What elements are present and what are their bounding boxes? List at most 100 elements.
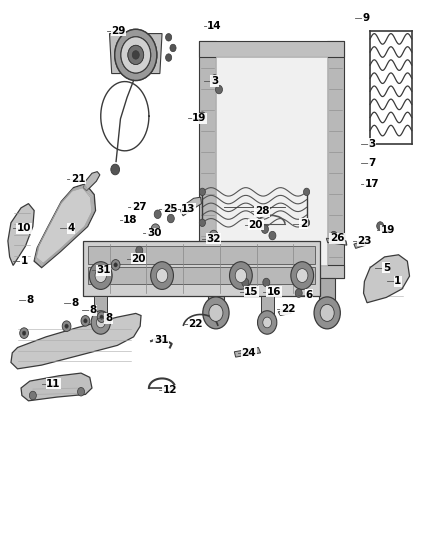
Polygon shape bbox=[110, 34, 162, 74]
Polygon shape bbox=[83, 241, 320, 296]
Circle shape bbox=[78, 387, 85, 396]
Polygon shape bbox=[21, 373, 92, 401]
Circle shape bbox=[258, 311, 277, 334]
Polygon shape bbox=[319, 278, 335, 308]
Circle shape bbox=[115, 29, 157, 80]
Circle shape bbox=[167, 204, 174, 212]
Circle shape bbox=[330, 231, 337, 240]
Circle shape bbox=[199, 112, 206, 120]
Circle shape bbox=[291, 262, 314, 289]
Text: 24: 24 bbox=[241, 348, 256, 358]
Text: 7: 7 bbox=[369, 158, 376, 167]
Text: 19: 19 bbox=[192, 114, 206, 123]
Circle shape bbox=[242, 278, 249, 287]
Circle shape bbox=[230, 262, 252, 289]
Circle shape bbox=[136, 246, 143, 255]
Circle shape bbox=[167, 214, 174, 223]
Text: 1: 1 bbox=[21, 256, 28, 266]
Polygon shape bbox=[180, 197, 201, 216]
Polygon shape bbox=[326, 238, 347, 245]
Circle shape bbox=[261, 225, 268, 233]
Polygon shape bbox=[199, 41, 216, 278]
Circle shape bbox=[22, 331, 26, 335]
Circle shape bbox=[100, 315, 103, 319]
Polygon shape bbox=[88, 246, 315, 264]
Circle shape bbox=[20, 328, 28, 338]
Circle shape bbox=[151, 262, 173, 289]
Text: 29: 29 bbox=[111, 26, 125, 36]
Circle shape bbox=[114, 263, 117, 267]
Text: 20: 20 bbox=[248, 220, 263, 230]
Text: 22: 22 bbox=[188, 319, 203, 329]
Circle shape bbox=[314, 297, 340, 329]
Circle shape bbox=[154, 210, 161, 219]
Text: 2: 2 bbox=[300, 219, 307, 229]
Text: 9: 9 bbox=[362, 13, 369, 22]
Circle shape bbox=[209, 230, 218, 241]
Circle shape bbox=[29, 391, 36, 400]
Circle shape bbox=[132, 51, 139, 59]
Circle shape bbox=[156, 269, 168, 282]
Circle shape bbox=[235, 269, 247, 282]
Text: 8: 8 bbox=[89, 305, 96, 315]
Circle shape bbox=[215, 85, 223, 94]
Text: 16: 16 bbox=[267, 287, 282, 296]
Text: 6: 6 bbox=[305, 290, 312, 300]
Circle shape bbox=[304, 188, 310, 196]
Text: 10: 10 bbox=[17, 223, 32, 233]
Polygon shape bbox=[199, 41, 344, 57]
Circle shape bbox=[111, 164, 120, 175]
Text: 15: 15 bbox=[244, 287, 259, 296]
Text: 12: 12 bbox=[162, 385, 177, 395]
Circle shape bbox=[128, 45, 144, 64]
Circle shape bbox=[377, 222, 384, 230]
Circle shape bbox=[263, 278, 270, 287]
Text: 27: 27 bbox=[132, 202, 147, 212]
Circle shape bbox=[65, 324, 68, 328]
Text: 26: 26 bbox=[330, 233, 345, 243]
Circle shape bbox=[199, 219, 205, 227]
Circle shape bbox=[81, 316, 90, 326]
Polygon shape bbox=[234, 348, 261, 357]
Text: 31: 31 bbox=[96, 265, 111, 275]
Circle shape bbox=[121, 37, 151, 73]
Text: 25: 25 bbox=[162, 204, 177, 214]
Circle shape bbox=[96, 317, 105, 328]
Circle shape bbox=[320, 304, 334, 321]
Text: 3: 3 bbox=[369, 139, 376, 149]
Text: 8: 8 bbox=[105, 313, 112, 323]
Text: 17: 17 bbox=[365, 179, 380, 189]
Circle shape bbox=[203, 297, 229, 329]
Circle shape bbox=[209, 304, 223, 321]
Circle shape bbox=[166, 54, 172, 61]
Text: 28: 28 bbox=[254, 206, 269, 216]
Circle shape bbox=[115, 29, 157, 80]
Polygon shape bbox=[8, 204, 34, 265]
Circle shape bbox=[199, 188, 205, 196]
Polygon shape bbox=[327, 41, 344, 278]
Polygon shape bbox=[88, 266, 315, 284]
Circle shape bbox=[297, 269, 308, 282]
Circle shape bbox=[170, 44, 176, 52]
Text: 21: 21 bbox=[71, 174, 85, 183]
Text: 8: 8 bbox=[26, 295, 33, 304]
Polygon shape bbox=[11, 313, 141, 369]
Text: 14: 14 bbox=[207, 21, 222, 30]
Polygon shape bbox=[199, 265, 344, 278]
Circle shape bbox=[128, 45, 144, 64]
Text: 30: 30 bbox=[147, 229, 162, 238]
Circle shape bbox=[84, 319, 87, 323]
Text: 3: 3 bbox=[211, 76, 218, 86]
Circle shape bbox=[97, 312, 106, 322]
Polygon shape bbox=[216, 57, 327, 265]
Text: 5: 5 bbox=[383, 263, 390, 272]
Circle shape bbox=[304, 219, 310, 227]
Circle shape bbox=[62, 321, 71, 332]
Circle shape bbox=[263, 317, 272, 328]
Polygon shape bbox=[278, 309, 291, 316]
Circle shape bbox=[91, 311, 110, 334]
Circle shape bbox=[166, 34, 172, 41]
Circle shape bbox=[151, 224, 160, 235]
Text: 22: 22 bbox=[281, 304, 296, 314]
Text: 20: 20 bbox=[131, 254, 146, 263]
